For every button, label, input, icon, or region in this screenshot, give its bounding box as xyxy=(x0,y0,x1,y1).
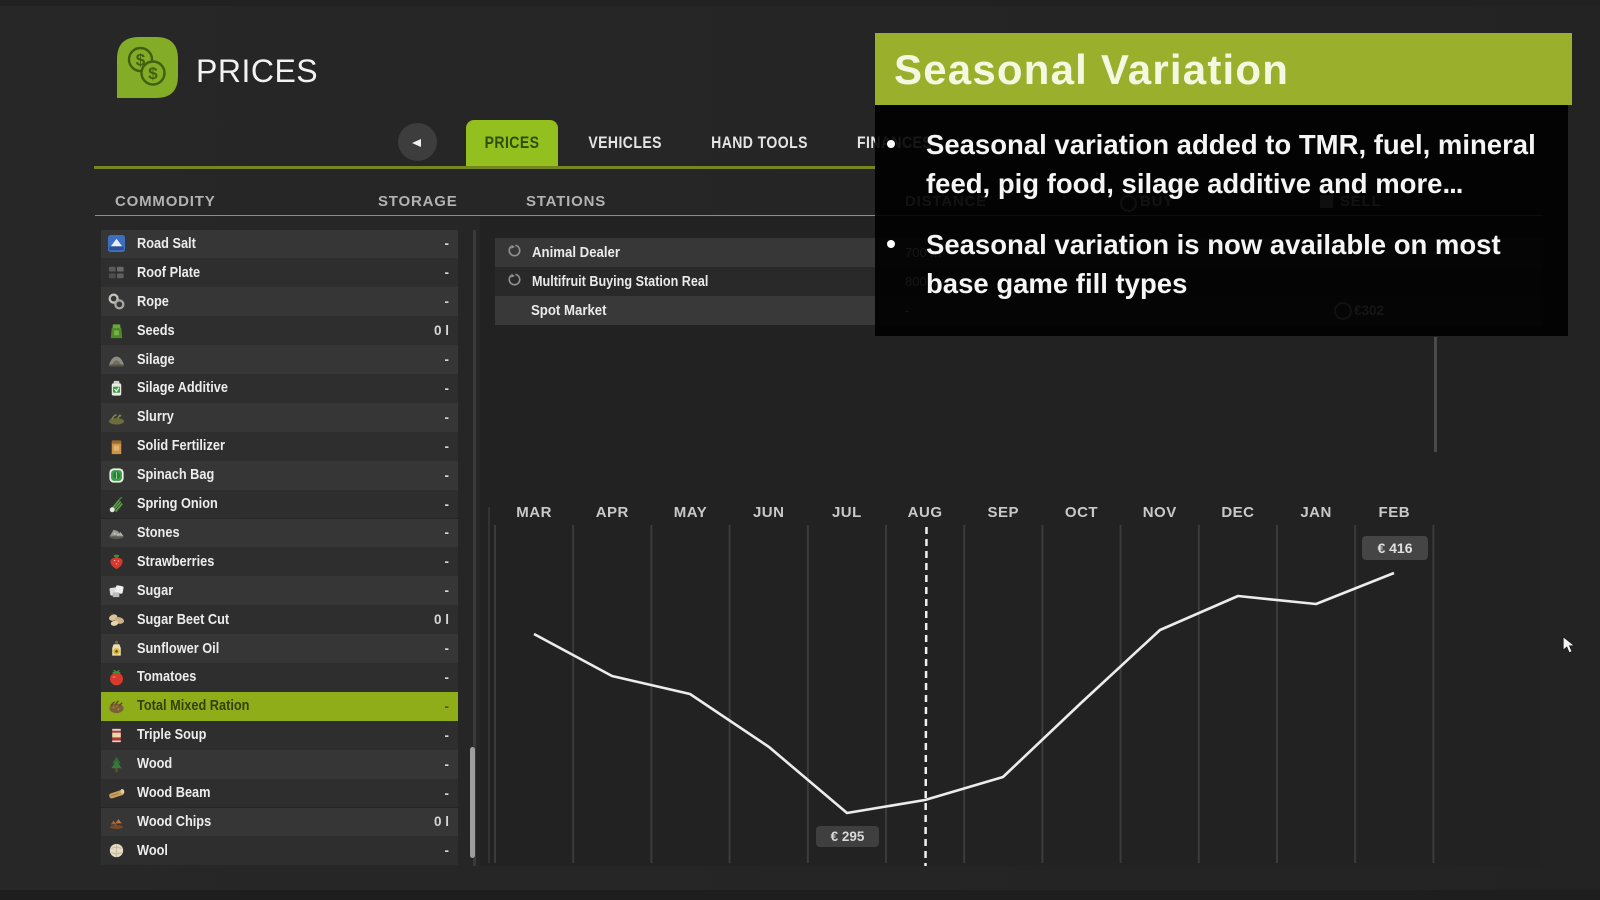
svg-text:JAN: JAN xyxy=(1300,504,1332,521)
svg-text:MAY: MAY xyxy=(674,504,707,521)
svg-text:SEP: SEP xyxy=(988,504,1020,521)
svg-text:DEC: DEC xyxy=(1221,504,1254,521)
svg-text:FEB: FEB xyxy=(1379,504,1411,521)
svg-text:JUN: JUN xyxy=(753,504,785,521)
svg-text:OCT: OCT xyxy=(1065,504,1098,521)
svg-text:APR: APR xyxy=(596,504,629,521)
svg-text:MAR: MAR xyxy=(516,504,552,521)
svg-text:$: $ xyxy=(148,64,158,83)
svg-text:AUG: AUG xyxy=(908,504,943,521)
svg-text:$: $ xyxy=(136,51,146,70)
svg-text:NOV: NOV xyxy=(1143,504,1177,521)
svg-text:JUL: JUL xyxy=(832,504,862,521)
